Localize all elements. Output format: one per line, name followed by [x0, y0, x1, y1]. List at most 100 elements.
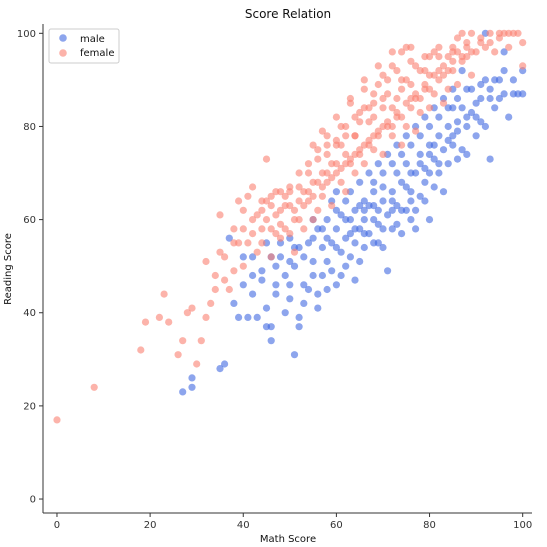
data-point-female	[398, 141, 406, 149]
data-point-male	[421, 197, 429, 205]
data-point-female	[342, 150, 350, 158]
data-point-female	[202, 257, 210, 266]
data-point-male	[472, 99, 480, 107]
data-point-male	[351, 206, 359, 214]
data-point-female	[216, 211, 224, 219]
data-point-female	[262, 155, 271, 163]
data-point-male	[481, 122, 489, 131]
data-point-female	[486, 29, 494, 37]
data-point-male	[463, 122, 471, 131]
data-point-female	[351, 150, 359, 158]
data-point-female	[467, 71, 476, 79]
data-point-female	[412, 127, 420, 135]
data-point-male	[323, 234, 331, 242]
data-point-female	[388, 122, 396, 131]
data-point-male	[416, 160, 424, 168]
data-point-female	[379, 122, 387, 131]
data-point-male	[370, 216, 378, 224]
data-point-female	[425, 53, 434, 61]
x-axis: 0 20 40 60 80 100	[54, 513, 532, 531]
data-point-male	[370, 178, 378, 186]
y-tick-label: 60	[23, 215, 36, 226]
data-point-male	[351, 239, 359, 247]
data-point-male	[388, 225, 396, 233]
data-point-female	[356, 118, 364, 126]
data-point-male	[332, 188, 340, 196]
data-point-male	[230, 299, 238, 307]
data-point-female	[370, 132, 378, 140]
data-point-female	[425, 85, 434, 93]
data-point-female	[356, 108, 364, 117]
data-point-female	[323, 169, 331, 177]
data-point-male	[249, 271, 257, 280]
data-point-male	[486, 94, 494, 103]
data-point-female	[444, 53, 452, 61]
data-point-male	[332, 243, 340, 252]
data-point-female	[258, 239, 266, 247]
data-point-male	[500, 48, 508, 56]
x-tick-label: 60	[330, 520, 343, 531]
data-point-female	[342, 122, 350, 131]
data-point-male	[370, 188, 378, 196]
y-tick-label: 100	[17, 29, 36, 40]
data-point-male	[356, 202, 364, 210]
data-point-female	[379, 71, 387, 79]
data-point-female	[290, 248, 299, 256]
data-point-male	[402, 160, 410, 168]
data-point-male	[272, 290, 280, 298]
data-point-female	[53, 416, 61, 424]
data-point-male	[430, 183, 438, 191]
data-point-male	[258, 267, 266, 275]
data-point-male	[295, 243, 303, 252]
data-point-male	[379, 225, 387, 233]
data-point-male	[453, 127, 462, 135]
data-point-female	[276, 206, 285, 214]
data-point-female	[416, 94, 424, 103]
data-point-female	[230, 267, 238, 275]
data-point-female	[402, 99, 410, 107]
data-point-female	[281, 225, 289, 233]
data-point-female	[412, 62, 420, 70]
data-point-female	[286, 230, 294, 238]
data-point-female	[467, 48, 476, 56]
legend-label-female: female	[80, 48, 114, 59]
data-point-male	[244, 313, 252, 321]
data-point-male	[463, 85, 471, 93]
data-point-female	[323, 178, 331, 186]
data-point-female	[276, 234, 285, 242]
x-tick-label: 0	[54, 520, 60, 531]
data-point-female	[519, 62, 527, 70]
data-point-female	[272, 230, 280, 238]
data-point-male	[286, 281, 294, 289]
data-point-male	[286, 257, 294, 266]
data-point-female	[463, 43, 471, 51]
y-tick-label: 80	[23, 122, 36, 133]
data-point-male	[444, 136, 452, 144]
data-point-female	[300, 225, 308, 233]
data-point-female	[262, 197, 271, 205]
data-point-female	[439, 71, 448, 79]
series-male	[179, 29, 527, 396]
data-point-female	[295, 197, 303, 205]
data-point-male	[453, 94, 462, 103]
data-point-female	[207, 299, 215, 307]
data-point-male	[463, 113, 471, 121]
data-point-female	[351, 113, 359, 121]
data-point-female	[430, 71, 438, 79]
data-point-female	[249, 216, 257, 224]
data-point-male	[379, 243, 387, 252]
data-point-female	[481, 43, 489, 51]
data-point-female	[365, 118, 373, 126]
data-point-male	[393, 169, 401, 177]
data-point-female	[304, 188, 313, 196]
data-point-male	[463, 150, 471, 158]
data-point-female	[230, 225, 238, 233]
data-point-male	[235, 313, 243, 321]
data-point-male	[295, 313, 303, 321]
data-point-female	[337, 141, 345, 149]
data-point-male	[398, 230, 406, 238]
data-point-female	[267, 202, 275, 210]
data-point-male	[262, 304, 271, 312]
data-point-female	[183, 309, 191, 317]
